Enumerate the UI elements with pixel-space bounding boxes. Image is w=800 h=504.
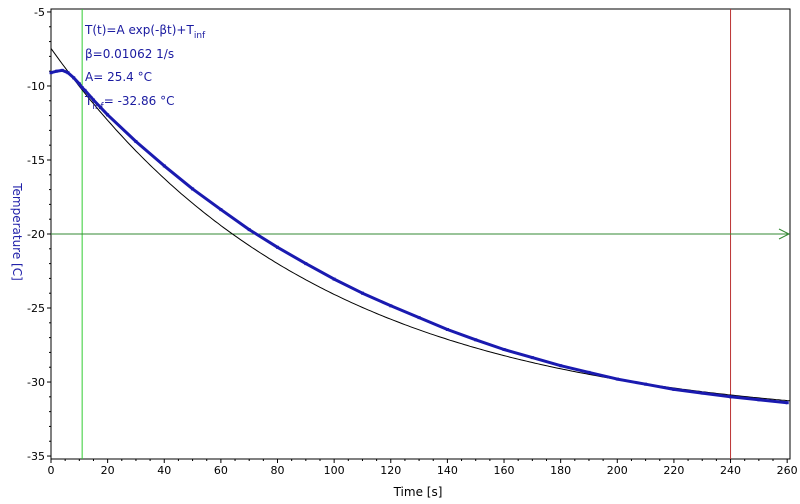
x-tick-label: 0 xyxy=(48,464,55,477)
data-point xyxy=(49,71,53,75)
data-point xyxy=(77,82,81,86)
x-tick-label: 160 xyxy=(494,464,515,477)
data-point xyxy=(83,88,87,92)
data-point xyxy=(502,348,506,351)
data-point xyxy=(445,328,449,331)
data-point xyxy=(219,208,223,212)
data-point xyxy=(304,262,308,266)
data-point xyxy=(644,382,648,386)
x-tick-label: 80 xyxy=(271,464,285,477)
data-point xyxy=(785,401,789,405)
data-point xyxy=(672,387,676,391)
x-tick-label: 220 xyxy=(663,464,684,477)
horizontal-cursor-arrow xyxy=(778,228,791,240)
y-tick-label: -25 xyxy=(27,302,45,315)
fit-tinf: Tinf= -32.86 °C xyxy=(84,94,174,112)
data-line xyxy=(50,68,788,405)
series xyxy=(49,48,791,405)
data-point xyxy=(332,277,336,281)
data-point xyxy=(417,316,421,320)
x-tick-label: 260 xyxy=(777,464,798,477)
data-point xyxy=(389,304,393,308)
x-tick-label: 20 xyxy=(101,464,115,477)
x-tick-label: 40 xyxy=(157,464,171,477)
fit-beta: β=0.01062 1/s xyxy=(85,47,174,61)
data-point xyxy=(587,370,591,374)
fit-amplitude: A= 25.4 °C xyxy=(85,70,152,84)
data-point xyxy=(60,68,64,72)
data-point xyxy=(530,356,534,360)
data-point xyxy=(66,71,70,75)
data-point xyxy=(615,377,619,381)
data-point xyxy=(729,395,732,399)
data-point xyxy=(474,338,478,342)
data-point xyxy=(106,113,110,117)
data-point xyxy=(80,86,84,89)
fit-annotation: T(t)=A exp(-βt)+Tinf β=0.01062 1/s A= 25… xyxy=(84,23,206,112)
x-tick-label: 100 xyxy=(324,464,345,477)
data-point xyxy=(361,291,364,295)
data-point xyxy=(55,69,59,73)
fit-equation: T(t)=A exp(-βt)+Tinf xyxy=(84,23,206,41)
ticks: 0 20 40 60 80 100 120 140 160 180 200 220 240 260 -5 -1… xyxy=(27,6,798,477)
y-tick-label: -5 xyxy=(34,6,45,19)
data-point xyxy=(276,245,279,249)
data-point xyxy=(191,187,195,191)
data-point xyxy=(72,76,76,80)
y-tick-label: -20 xyxy=(27,228,45,241)
x-tick-label: 180 xyxy=(550,464,571,477)
y-tick-label: -30 xyxy=(27,376,45,389)
data-point xyxy=(559,364,563,368)
y-tick-label: -15 xyxy=(27,154,45,167)
x-tick-label: 60 xyxy=(214,464,228,477)
y-axis-label: Temperature [C] xyxy=(10,182,24,281)
data-point xyxy=(134,140,138,143)
x-tick-label: 200 xyxy=(607,464,628,477)
data-point xyxy=(92,98,95,102)
data-point xyxy=(700,391,704,395)
data-point xyxy=(757,398,761,402)
y-tick-label: -10 xyxy=(27,80,45,93)
x-tick-label: 140 xyxy=(437,464,458,477)
data-point xyxy=(162,164,166,168)
x-axis-label: Time [s] xyxy=(393,485,443,499)
data-point xyxy=(247,228,251,232)
x-tick-label: 120 xyxy=(380,464,401,477)
cursors xyxy=(51,9,791,459)
x-tick-label: 240 xyxy=(720,464,741,477)
y-tick-label: -35 xyxy=(27,450,45,463)
